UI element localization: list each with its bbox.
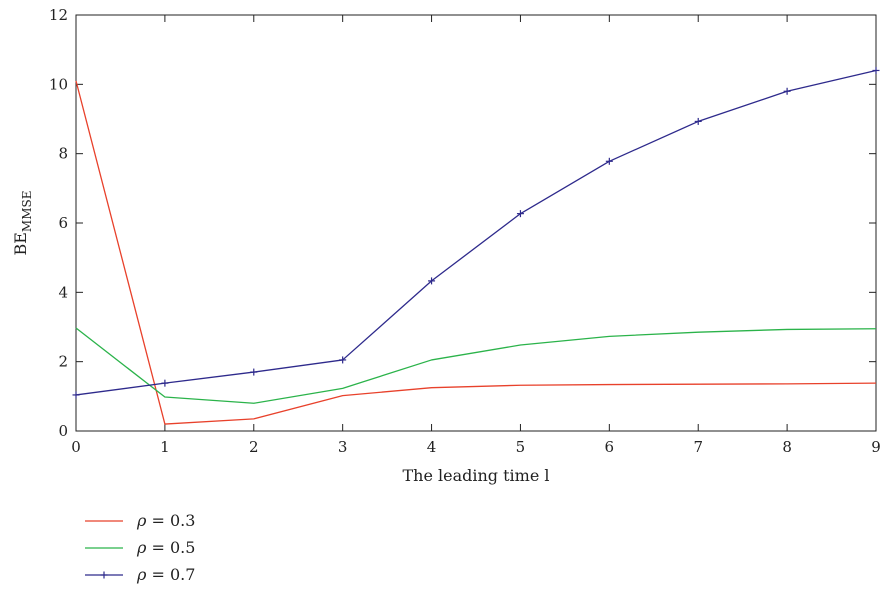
y-tick-label: 2 [58,353,68,371]
y-tick-label: 6 [58,214,68,232]
legend-label: ρ = 0.7 [136,565,195,584]
x-tick-label: 2 [249,438,259,456]
legend-entry-2: ρ = 0.5 [85,538,195,557]
series-3 [72,66,880,399]
x-tick-label: 0 [71,438,81,456]
y-axis-label-subscript: MMSE [20,191,34,233]
legend-label: ρ = 0.5 [136,538,195,557]
series-line [75,327,877,404]
legend-entry-3: ρ = 0.7 [85,565,195,584]
legend-label-symbol: ρ [136,538,147,557]
legend-label-value: = 0.7 [146,565,195,584]
y-tick-label: 0 [58,422,68,440]
legend-label-value: = 0.3 [146,511,195,530]
y-tick-label: 10 [49,75,68,93]
y-tick-label: 12 [49,6,68,24]
x-tick-label: 1 [160,438,170,456]
x-tick-label: 8 [782,438,792,456]
series-line [75,69,877,396]
legend-label-value: = 0.5 [146,538,195,557]
x-tick-label: 9 [871,438,881,456]
series-1 [75,80,877,425]
legend-entry-1: ρ = 0.3 [85,511,195,530]
x-tick-label: 7 [693,438,703,456]
series-layer [72,66,880,425]
plot-frame [75,14,877,432]
legend-label-symbol: ρ [136,511,147,530]
legend-label: ρ = 0.3 [136,511,195,530]
x-tick-label: 5 [516,438,526,456]
x-tick-label: 6 [605,438,615,456]
x-tick-label: 3 [338,438,348,456]
series-line [75,80,877,425]
x-tick-label: 4 [427,438,437,456]
y-tick-label: 4 [58,283,68,301]
series-2 [75,327,877,404]
legend-label-symbol: ρ [136,565,147,584]
y-axis-label: BEMMSE [11,191,34,256]
legend: ρ = 0.3ρ = 0.5ρ = 0.7 [85,511,195,584]
x-axis-label: The leading time l [402,466,549,485]
y-axis-label-main: BE [11,232,30,255]
y-tick-label: 8 [58,145,68,163]
